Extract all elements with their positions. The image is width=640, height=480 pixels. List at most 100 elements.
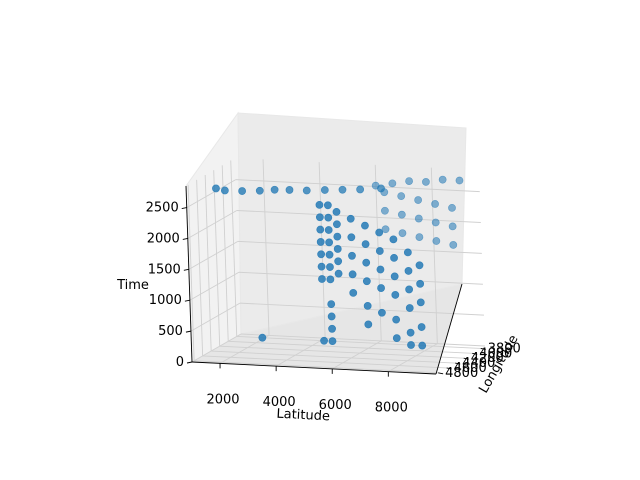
y-gridline-left	[187, 184, 195, 361]
z-gridline-left	[188, 240, 239, 270]
y-gridline-floor	[194, 360, 439, 374]
scatter-point	[318, 275, 326, 283]
scatter-point	[403, 248, 412, 257]
y-tick-mark	[480, 347, 486, 350]
z-tick-label: 1000	[149, 293, 182, 308]
x-gridline-floor	[275, 337, 326, 367]
z-gridline-back	[235, 179, 480, 193]
scatter-point	[317, 250, 326, 259]
scatter-point	[325, 250, 334, 259]
scatter-point	[405, 304, 414, 312]
scatter-point	[414, 196, 423, 204]
scatter-point	[362, 277, 371, 286]
scatter-point	[416, 279, 425, 288]
y-tick-mark	[446, 367, 452, 370]
scatter-point	[255, 186, 264, 195]
z-gridline-left	[190, 302, 241, 332]
scatter-point	[327, 312, 336, 321]
scatter-point	[398, 229, 407, 238]
scatter-point	[392, 334, 401, 343]
scatter-point	[361, 240, 370, 249]
scatter-point	[349, 288, 358, 297]
y-tick-label: 4800	[445, 366, 478, 381]
scatter-point	[325, 238, 334, 247]
scatter-point	[363, 301, 372, 310]
y-gridline-floor	[202, 355, 447, 369]
scatter-point	[326, 275, 335, 284]
scatter-point	[417, 323, 426, 331]
scatter-point	[302, 186, 311, 195]
scatter-point	[338, 185, 347, 194]
scatter-point	[431, 200, 439, 208]
scatter-point	[414, 214, 423, 223]
z-axis-title: Time	[116, 278, 149, 293]
scatter-point	[328, 337, 337, 346]
z-tick-mark	[185, 330, 192, 333]
scatter-point	[220, 186, 229, 195]
z-tick-label: 2000	[147, 231, 180, 246]
z-gridline-back	[239, 302, 484, 316]
tick-layer: 2000 4000 6000 8000380040004200440046004800…	[146, 201, 521, 416]
x-tick-label: 4000	[263, 395, 296, 410]
scatter-point	[356, 185, 365, 194]
z-tick-mark	[186, 361, 193, 364]
scatter-point	[405, 177, 413, 185]
z-tick-mark	[181, 207, 187, 210]
z-tick-label: 0	[176, 355, 184, 370]
y-gridline-left	[196, 179, 204, 356]
z-tick-mark	[183, 268, 189, 271]
scatter-point	[333, 245, 342, 253]
scatter-point	[390, 253, 398, 262]
scatter-point	[320, 336, 328, 345]
y-tick-mark	[463, 357, 469, 360]
scatter-point	[389, 235, 398, 244]
z-gridline-left	[187, 210, 238, 239]
y-gridline-floor	[228, 340, 473, 354]
scatter-point	[431, 218, 440, 227]
scatter-point	[320, 186, 329, 194]
scatter-point	[364, 320, 373, 329]
scatter-point	[422, 178, 430, 186]
scatter-point	[375, 247, 384, 255]
z-tick-label: 2500	[146, 201, 179, 216]
scatter-point	[328, 324, 336, 333]
y-tick-label: 4000	[479, 346, 512, 361]
scatter-point	[406, 328, 415, 337]
x-tick-label: 6000	[319, 398, 352, 413]
x-axis-title: Latitude	[276, 407, 330, 425]
scatter-point	[415, 261, 424, 270]
scatter-point	[416, 298, 425, 307]
z-gridline-left	[186, 179, 236, 209]
scatter-point	[397, 192, 406, 201]
z-tick-label: 1500	[148, 262, 181, 277]
scatter-point	[333, 232, 342, 241]
x-gridline-back	[430, 167, 438, 344]
z-axis-line	[185, 185, 193, 363]
scatter-point	[326, 263, 334, 271]
y-tick-label: 4400	[462, 356, 495, 371]
z-gridline-back	[236, 210, 481, 223]
y-gridline-floor	[211, 350, 456, 364]
y-gridline-left	[230, 160, 238, 337]
z-gridline-back	[238, 271, 483, 285]
y-tick-mark	[438, 372, 444, 375]
y-tick-label: 3800	[488, 341, 521, 356]
scatter-point	[432, 237, 441, 245]
scatter-point	[438, 175, 447, 184]
y-gridline-left	[213, 170, 221, 347]
x-gridline-floor	[388, 343, 438, 373]
scatter-point	[377, 184, 385, 193]
scatter-point	[348, 270, 357, 279]
scatter-point	[448, 222, 457, 231]
z-gridline-left	[189, 271, 240, 301]
scatter-point	[347, 233, 356, 242]
y-tick-mark	[455, 362, 461, 365]
scatter-point	[285, 186, 294, 194]
scatter-point	[448, 203, 456, 212]
x-tick-label: 8000	[375, 401, 408, 416]
y-gridline-left	[204, 175, 212, 352]
points-layer	[212, 175, 464, 350]
scatter-point	[316, 238, 325, 246]
z-tick-mark	[182, 238, 188, 240]
